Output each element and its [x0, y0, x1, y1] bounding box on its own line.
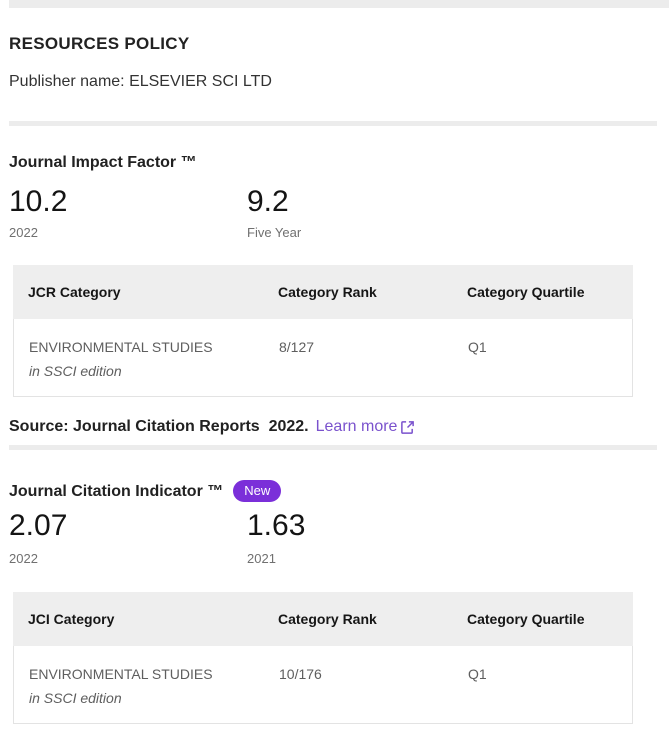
jcr-header-category: JCR Category: [28, 284, 121, 300]
jcr-header-rank: Category Rank: [278, 284, 377, 300]
jcr-header-quartile: Category Quartile: [467, 284, 585, 300]
jci-heading: Journal Citation Indicator ™: [9, 482, 224, 500]
section-divider: [9, 121, 657, 126]
jcr-cell-category: ENVIRONMENTAL STUDIES in SSCI edition: [29, 339, 279, 396]
jci-label-2022: 2022: [9, 551, 38, 566]
jci-table-header: JCI Category Category Rank Category Quar…: [13, 592, 633, 646]
jif-metric-current: 10.2 2022: [9, 185, 247, 241]
source-row: Source: Journal Citation Reports 2022. L…: [9, 417, 657, 437]
jci-section-header: Journal Citation Indicator ™ New: [9, 480, 657, 502]
jci-metrics: 2.07 2022 1.63 2021: [9, 509, 657, 567]
category-name: ENVIRONMENTAL STUDIES: [29, 666, 213, 682]
category-edition: in SSCI edition: [29, 690, 122, 706]
jci-value-2021: 1.63: [247, 509, 306, 542]
jif-value: 10.2: [9, 185, 68, 218]
jif-heading: Journal Impact Factor ™: [9, 154, 197, 171]
jif-metric-five-year: 9.2 Five Year: [247, 185, 485, 241]
jci-metric-2021: 1.63 2021: [247, 509, 485, 567]
jci-label-2021: 2021: [247, 551, 276, 566]
jcr-cell-quartile: Q1: [468, 339, 487, 355]
jci-cell-category: ENVIRONMENTAL STUDIES in SSCI edition: [29, 666, 279, 723]
learn-more-link[interactable]: Learn more: [316, 417, 416, 437]
jcr-category-table: JCR Category Category Rank Category Quar…: [13, 265, 633, 397]
jci-metric-2022: 2.07 2022: [9, 509, 247, 567]
jci-category-table: JCI Category Category Rank Category Quar…: [13, 592, 633, 724]
jci-cell-quartile: Q1: [468, 666, 487, 682]
jci-header-category: JCI Category: [28, 611, 115, 627]
publisher-name: Publisher name: ELSEVIER SCI LTD: [9, 73, 272, 90]
page-title: RESOURCES POLICY: [9, 34, 190, 53]
table-row: ENVIRONMENTAL STUDIES in SSCI edition 8/…: [13, 319, 633, 397]
jci-value-2022: 2.07: [9, 509, 68, 542]
category-name: ENVIRONMENTAL STUDIES: [29, 339, 213, 355]
learn-more-label: Learn more: [315, 418, 398, 435]
new-badge: New: [233, 480, 282, 502]
jif-section-header: Journal Impact Factor ™: [9, 153, 657, 172]
external-link-icon: [400, 420, 415, 435]
source-text: Source: Journal Citation Reports 2022.: [9, 418, 309, 435]
section-divider: [9, 445, 657, 450]
jif-five-year-label: Five Year: [247, 225, 302, 240]
jci-cell-rank: 10/176: [279, 666, 322, 682]
jci-header-quartile: Category Quartile: [467, 611, 585, 627]
top-divider: [9, 0, 669, 8]
jif-five-year-value: 9.2: [247, 185, 289, 218]
category-edition: in SSCI edition: [29, 363, 122, 379]
jcr-cell-rank: 8/127: [279, 339, 315, 355]
jif-metrics: 10.2 2022 9.2 Five Year: [9, 185, 657, 241]
jif-year-label: 2022: [9, 225, 38, 240]
table-row: ENVIRONMENTAL STUDIES in SSCI edition 10…: [13, 646, 633, 724]
jci-header-rank: Category Rank: [278, 611, 377, 627]
jcr-table-header: JCR Category Category Rank Category Quar…: [13, 265, 633, 319]
